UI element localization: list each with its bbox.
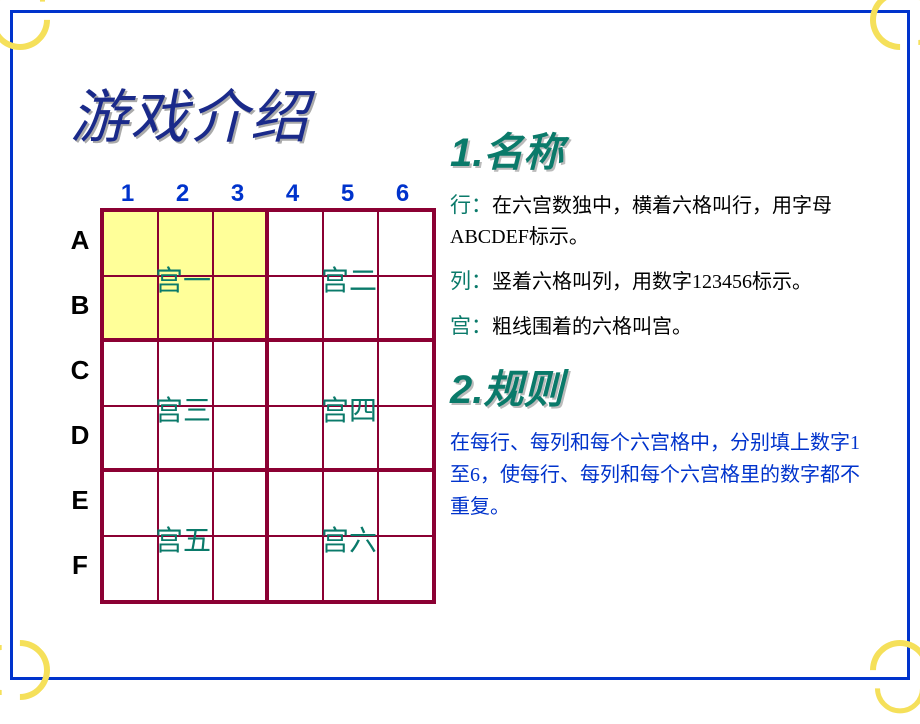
grid-cell bbox=[158, 536, 213, 601]
info-panel: 1.名称 行：在六宫数独中，横着六格叫行，用字母ABCDEF标示。 列：竖着六格… bbox=[450, 120, 870, 523]
grid-cell bbox=[158, 276, 213, 341]
sudoku-container: 1 2 3 4 5 6 A B C D E F 宫一宫二宫三宫四宫五宫六 bbox=[60, 180, 436, 604]
column-labels: 1 2 3 4 5 6 bbox=[100, 180, 436, 208]
grid-cell bbox=[268, 341, 323, 406]
grid-cell bbox=[103, 406, 158, 471]
sudoku-grid: 宫一宫二宫三宫四宫五宫六 bbox=[100, 208, 436, 604]
term-col: 列： bbox=[450, 269, 492, 293]
row-labels: A B C D E F bbox=[60, 208, 100, 604]
col-label: 4 bbox=[265, 180, 320, 208]
grid-cell bbox=[213, 471, 268, 536]
grid-cell bbox=[323, 341, 378, 406]
col-definition: 列：竖着六格叫列，用数字123456标示。 bbox=[450, 266, 870, 298]
swirl-bottom-right bbox=[858, 628, 920, 713]
desc-col: 竖着六格叫列，用数字123456标示。 bbox=[492, 271, 812, 293]
grid-cell bbox=[268, 471, 323, 536]
desc-box: 粗线围着的六格叫宫。 bbox=[492, 316, 692, 338]
grid-cell bbox=[378, 406, 433, 471]
grid-cell bbox=[103, 536, 158, 601]
grid-cell bbox=[378, 211, 433, 276]
swirl-top-right bbox=[858, 0, 920, 62]
grid-cell bbox=[158, 211, 213, 276]
page-title: 游戏介绍 bbox=[70, 70, 310, 154]
section-1-title: 1.名称 bbox=[450, 120, 870, 178]
section-text: 名称 bbox=[483, 130, 563, 175]
grid-cell bbox=[213, 276, 268, 341]
col-label: 5 bbox=[320, 180, 375, 208]
grid-cell bbox=[103, 276, 158, 341]
col-label: 2 bbox=[155, 180, 210, 208]
grid-cell bbox=[103, 211, 158, 276]
section-number: 2. bbox=[450, 368, 483, 412]
term-row: 行： bbox=[450, 193, 492, 217]
grid-cell bbox=[323, 276, 378, 341]
grid-cell bbox=[213, 341, 268, 406]
grid-cell bbox=[378, 341, 433, 406]
grid-cell bbox=[323, 536, 378, 601]
row-label: F bbox=[60, 533, 100, 598]
grid-cell bbox=[378, 471, 433, 536]
row-label: C bbox=[60, 338, 100, 403]
grid-cell bbox=[323, 471, 378, 536]
grid-cell bbox=[158, 341, 213, 406]
col-label: 6 bbox=[375, 180, 430, 208]
grid-cell bbox=[213, 211, 268, 276]
grid-cell bbox=[268, 536, 323, 601]
grid-cell bbox=[158, 471, 213, 536]
desc-row: 在六宫数独中，横着六格叫行，用字母ABCDEF标示。 bbox=[450, 195, 832, 248]
section-text: 规则 bbox=[483, 367, 563, 412]
grid-cell bbox=[103, 471, 158, 536]
grid-cell bbox=[268, 406, 323, 471]
grid-cell bbox=[378, 276, 433, 341]
grid-cell bbox=[213, 406, 268, 471]
box-definition: 宫：粗线围着的六格叫宫。 bbox=[450, 311, 870, 343]
section-number: 1. bbox=[450, 131, 483, 175]
grid-cell bbox=[323, 211, 378, 276]
row-definition: 行：在六宫数独中，横着六格叫行，用字母ABCDEF标示。 bbox=[450, 190, 870, 252]
swirl-bottom-left bbox=[0, 628, 62, 713]
row-label: D bbox=[60, 403, 100, 468]
section-2-title: 2.规则 bbox=[450, 357, 870, 415]
term-box: 宫： bbox=[450, 314, 492, 338]
grid-cell bbox=[103, 341, 158, 406]
row-label: B bbox=[60, 273, 100, 338]
grid-cell bbox=[268, 211, 323, 276]
rules-description: 在每行、每列和每个六宫格中，分别填上数字1至6，使每行、每列和每个六宫格里的数字… bbox=[450, 427, 870, 523]
swirl-top-left bbox=[0, 0, 62, 62]
col-label: 1 bbox=[100, 180, 155, 208]
grid-cell bbox=[268, 276, 323, 341]
col-label: 3 bbox=[210, 180, 265, 208]
row-label: A bbox=[60, 208, 100, 273]
grid-cell bbox=[323, 406, 378, 471]
grid-cell bbox=[158, 406, 213, 471]
grid-cell bbox=[213, 536, 268, 601]
grid-cell bbox=[378, 536, 433, 601]
row-label: E bbox=[60, 468, 100, 533]
